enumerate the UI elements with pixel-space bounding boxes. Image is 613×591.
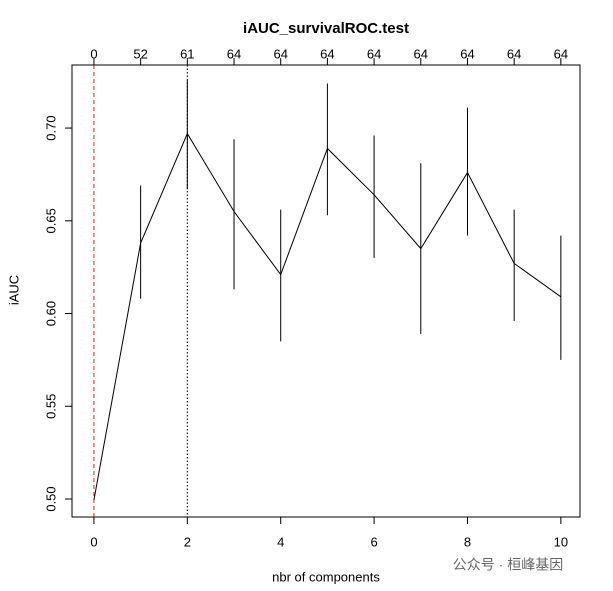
top-tick-label: 64: [273, 46, 287, 61]
x-tick-label: 2: [184, 534, 191, 549]
plot-box: [71, 64, 581, 518]
y-tick-label: 0.65: [43, 208, 58, 233]
top-tick-label: 64: [414, 46, 428, 61]
x-tick-label: 8: [464, 534, 471, 549]
x-tick-label: 4: [277, 534, 284, 549]
y-axis-label: iAUC: [6, 275, 21, 305]
top-tick-label: 64: [227, 46, 241, 61]
x-tick-label: 10: [554, 534, 568, 549]
x-tick-label: 0: [90, 534, 97, 549]
y-tick-label: 0.50: [43, 486, 58, 511]
x-tick-label: 6: [370, 534, 377, 549]
y-tick-label: 0.60: [43, 301, 58, 326]
x-axis-label: nbr of components: [272, 569, 380, 584]
data-line: [93, 132, 562, 501]
top-tick-label: 64: [460, 46, 474, 61]
top-tick-label: 52: [133, 46, 147, 61]
top-tick-label: 0: [90, 46, 97, 61]
y-tick-label: 0.70: [43, 115, 58, 140]
top-tick-label: 64: [320, 46, 334, 61]
top-tick-label: 64: [367, 46, 381, 61]
top-tick-label: 61: [180, 46, 194, 61]
top-tick-label: 64: [554, 46, 568, 61]
top-tick-label: 64: [507, 46, 521, 61]
watermark: 公众号 · 桓峰基因: [453, 557, 563, 573]
y-tick-label: 0.55: [43, 394, 58, 419]
chart-title: iAUC_survivalROC.test: [243, 20, 409, 37]
